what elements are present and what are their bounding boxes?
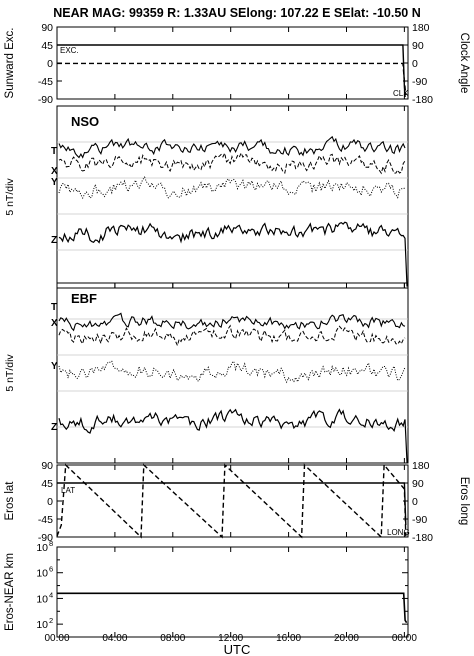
x-tick-label: 08:00	[160, 633, 185, 644]
y-tick-label-right: 0	[412, 496, 418, 508]
panel-distance-frame	[56, 546, 409, 638]
series-long	[56, 463, 407, 539]
trace-z	[58, 221, 408, 287]
panel-nso-gridlines	[57, 141, 408, 251]
panel-ebf-frame	[56, 282, 409, 464]
y-tick-label-right: -180	[412, 532, 433, 544]
series-clk	[57, 62, 407, 96]
y-tick-exponent: 4	[49, 590, 53, 599]
x-tick-label: 00:00	[392, 633, 417, 644]
trace-t	[58, 135, 406, 159]
trace-x	[58, 324, 406, 347]
series-distance	[57, 592, 408, 624]
y-tick-label-left: -45	[38, 76, 53, 88]
panel-nso-title: NSO	[71, 114, 99, 129]
trace-z	[58, 408, 408, 463]
y-tick-label-right: 0	[412, 58, 418, 70]
panel-sunward: 90 45 0 -45 -90 180 90 0 -90 -180 Sunward Exc. C…	[4, 22, 470, 106]
figure-title: NEAR MAG: 99359 R: 1.33AU SElong: 107.22…	[53, 6, 421, 20]
x-tick-label: 12:00	[218, 633, 243, 644]
y-tick-label-left: 0	[47, 58, 53, 70]
y-tick-label-right: -180	[412, 94, 433, 106]
x-tick-label: 16:00	[276, 633, 301, 644]
y-tick-label-left: 45	[41, 478, 53, 490]
trace-label-t: T	[51, 146, 57, 157]
panel-ebf-title: EBF	[71, 291, 97, 306]
trace-y	[58, 176, 406, 200]
x-tick-label: 20:00	[334, 633, 359, 644]
panel-sunward-ylabel-right: Clock Angle	[458, 33, 470, 94]
y-tick-label-left: -45	[38, 514, 53, 526]
y-tick-label-right: 90	[412, 40, 424, 52]
panel-eros-ylabel-left: Eros lat	[4, 481, 16, 521]
panel-eros-frame	[56, 464, 409, 538]
trace-label-x: X	[51, 318, 58, 329]
y-tick-label-right: 180	[412, 22, 430, 34]
x-tick-label: 00:00	[44, 633, 69, 644]
trace-x	[58, 151, 406, 175]
trace-label-y: Y	[51, 177, 58, 188]
y-tick-label-left: 45	[41, 40, 53, 52]
y-tick-label-left: -90	[38, 532, 53, 544]
panel-sunward-ylabel-left: Sunward Exc.	[4, 28, 16, 99]
y-tick-label-left: 0	[47, 496, 53, 508]
y-tick-label-right: -90	[412, 514, 427, 526]
panel-nso: NSO 5 nT/div T X Y Z	[4, 105, 409, 289]
y-tick-label: 10	[36, 542, 48, 554]
y-tick-label: 10	[36, 619, 48, 631]
trace-label-x: X	[51, 166, 58, 177]
panel-ebf: EBF 5 nT/div T X Y Z	[4, 282, 409, 464]
series-label-lat: LAT	[61, 486, 75, 495]
y-tick-label-right: 180	[412, 460, 430, 472]
series-label-long: LONG	[387, 528, 410, 537]
y-tick-label-left: 90	[41, 22, 53, 34]
y-tick-exponent: 6	[49, 565, 53, 574]
y-tick-label-right: -90	[412, 76, 427, 88]
series-exc	[57, 44, 406, 98]
x-axis-label: UTC	[224, 642, 251, 656]
series-label-clk: CLK	[393, 89, 409, 98]
panel-eros: 90 45 0 -45 -90 180 90 0 -90 -180 Eros lat Eros …	[4, 460, 470, 544]
panel-distance-ylabel: Eros-NEAR km	[4, 553, 16, 631]
trace-t	[58, 312, 406, 332]
y-tick-label-right: 90	[412, 478, 424, 490]
y-tick-label-left: 90	[41, 460, 53, 472]
y-tick-label: 10	[36, 568, 48, 580]
x-tick-label: 04:00	[102, 633, 127, 644]
series-label-exc: EXC.	[60, 46, 79, 55]
panel-nso-frame	[56, 105, 409, 289]
trace-y	[58, 360, 406, 384]
trace-label-z: Z	[51, 235, 57, 246]
trace-label-t: T	[51, 302, 57, 313]
panel-eros-ylabel-right: Eros long	[458, 477, 470, 526]
y-tick-exponent: 8	[49, 539, 53, 548]
y-tick-label-left: -90	[38, 94, 53, 106]
trace-label-z: Z	[51, 422, 57, 433]
panel-nso-ylabel: 5 nT/div	[4, 178, 16, 216]
series-lat	[57, 482, 407, 526]
x-axis: 00:00 04:00 08:00 12:00 16:00 20:00 00:00	[44, 27, 417, 644]
panel-ebf-ylabel: 5 nT/div	[4, 354, 16, 392]
y-tick-label: 10	[36, 593, 48, 605]
y-tick-exponent: 2	[49, 616, 53, 625]
trace-label-y: Y	[51, 361, 58, 372]
